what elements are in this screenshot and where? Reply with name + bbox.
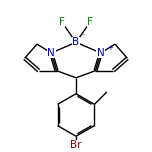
Text: .: . — [90, 19, 92, 24]
Text: F: F — [87, 17, 93, 27]
Text: Br: Br — [70, 140, 82, 150]
Text: .: . — [60, 19, 62, 24]
Text: N: N — [47, 48, 55, 58]
Text: ⁻: ⁻ — [81, 33, 85, 39]
Text: +: + — [108, 45, 114, 51]
Text: B: B — [73, 37, 79, 47]
Text: N: N — [97, 48, 105, 58]
Text: F: F — [59, 17, 65, 27]
